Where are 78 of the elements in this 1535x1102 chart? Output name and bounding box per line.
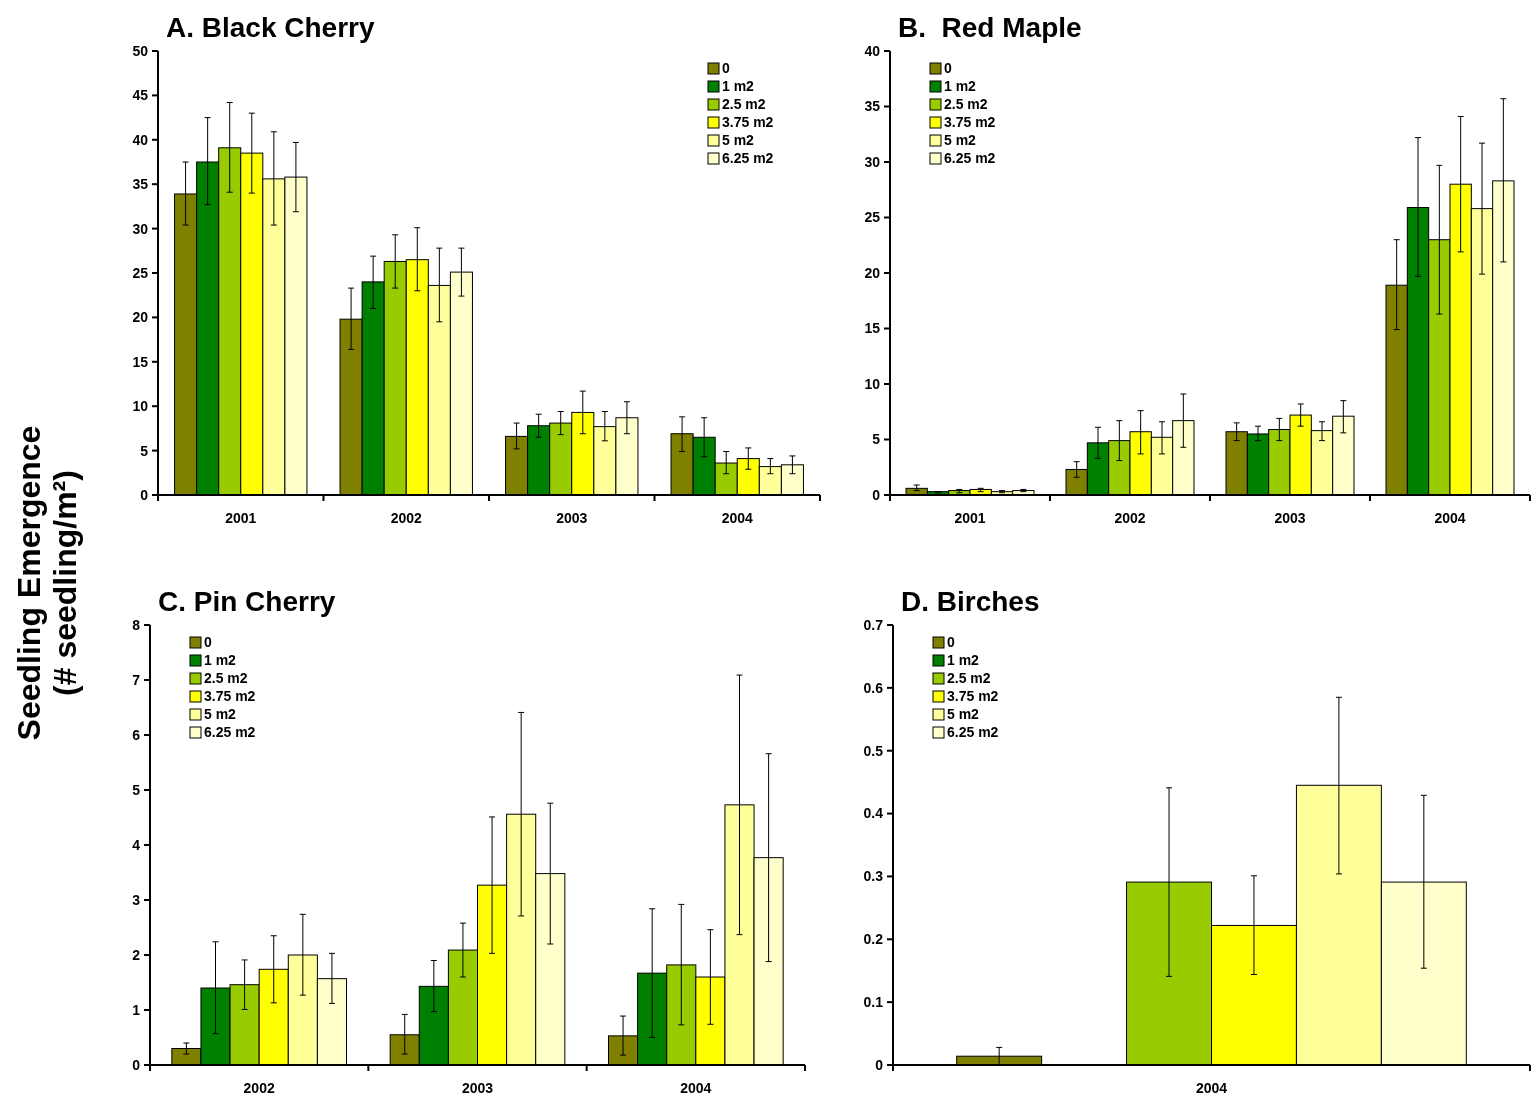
y-tick-label: 45 [132, 87, 149, 104]
y-tick-label: 0.3 [863, 868, 884, 885]
legend-label: 2.5 m2 [947, 670, 991, 686]
x-tick-label: 2004 [1434, 510, 1466, 526]
legend-label: 6.25 m2 [947, 724, 999, 740]
x-tick-label: 2003 [461, 1080, 494, 1096]
chart-title: D. Birches [901, 586, 1040, 617]
y-tick-label: 30 [864, 153, 881, 170]
legend-label: 5 m2 [722, 132, 755, 148]
legend-label: 3.75 m2 [947, 688, 999, 704]
legend-label: 0 [204, 634, 212, 650]
chart-title: B. Red Maple [898, 12, 1082, 43]
legend-label: 0 [947, 634, 955, 650]
y-tick-label: 25 [864, 209, 881, 226]
y-tick-label: 0.6 [863, 679, 884, 696]
legend-label: 6.25 m2 [944, 150, 996, 166]
chart-title: A. Black Cherry [166, 12, 375, 43]
y-tick-label: 3 [132, 891, 141, 908]
y-tick-label: 15 [864, 320, 881, 337]
y-tick-label: 6 [132, 726, 141, 743]
x-tick-label: 2003 [1274, 510, 1306, 526]
y-tick-label: 0.5 [863, 742, 884, 759]
legend-label: 6.25 m2 [204, 724, 256, 740]
legend-label: 1 m2 [944, 78, 977, 94]
legend-label: 1 m2 [947, 652, 980, 668]
legend-label: 3.75 m2 [944, 114, 996, 130]
y-tick-label: 20 [132, 309, 149, 326]
y-tick-label: 1 [132, 1001, 141, 1018]
y-tick-label: 0 [872, 486, 881, 503]
legend-label: 1 m2 [204, 652, 237, 668]
y-tick-label: 7 [132, 671, 141, 688]
y-tick-label: 10 [132, 398, 149, 415]
x-tick-label: 2002 [243, 1080, 275, 1096]
y-tick-label: 0 [875, 1056, 884, 1073]
y-tick-label: 0 [140, 486, 149, 503]
y-tick-label: 2 [132, 946, 141, 963]
legend-label: 6.25 m2 [722, 150, 774, 166]
y-tick-label: 0.4 [863, 805, 884, 822]
y-tick-label: 0.2 [863, 931, 884, 948]
y-tick-label: 4 [132, 836, 141, 853]
legend-label: 2.5 m2 [944, 96, 988, 112]
x-tick-label: 2001 [954, 510, 986, 526]
y-tick-label: 0.7 [863, 616, 884, 633]
legend-label: 0 [722, 60, 730, 76]
x-tick-label: 2004 [721, 510, 754, 526]
y-tick-label: 20 [864, 264, 881, 281]
legend-label: 0 [944, 60, 952, 76]
y-tick-label: 35 [864, 98, 881, 115]
chart-title: C. Pin Cherry [158, 586, 336, 617]
y-tick-label: 5 [872, 431, 881, 448]
legend-label: 2.5 m2 [204, 670, 248, 686]
legend-label: 3.75 m2 [722, 114, 774, 130]
x-tick-label: 2002 [1114, 510, 1146, 526]
legend-label: 3.75 m2 [204, 688, 256, 704]
y-tick-label: 40 [864, 42, 881, 59]
x-tick-label: 2001 [225, 510, 257, 526]
legend-label: 5 m2 [204, 706, 237, 722]
y-tick-label: 5 [140, 442, 149, 459]
y-tick-label: 35 [132, 176, 149, 193]
y-tick-label: 0.1 [863, 994, 884, 1011]
x-tick-label: 2002 [390, 510, 423, 526]
legend-label: 5 m2 [944, 132, 977, 148]
y-tick-label: 15 [132, 353, 149, 370]
y-tick-label: 25 [132, 264, 149, 281]
legend-label: 5 m2 [947, 706, 980, 722]
legend-label: 2.5 m2 [722, 96, 766, 112]
y-tick-label: 8 [132, 616, 141, 633]
legend-label: 1 m2 [722, 78, 755, 94]
y-tick-label: 0 [132, 1056, 141, 1073]
x-tick-label: 2004 [680, 1080, 712, 1096]
y-tick-label: 50 [132, 42, 149, 59]
y-tick-label: 5 [132, 781, 141, 798]
x-tick-label: 2003 [556, 510, 588, 526]
x-tick-label: 2004 [1195, 1080, 1228, 1096]
y-tick-label: 30 [132, 220, 149, 237]
y-tick-label: 40 [132, 131, 149, 148]
y-axis-title: Seedling Emergence (# seedling/m²) [11, 425, 83, 741]
y-tick-label: 10 [864, 375, 881, 392]
